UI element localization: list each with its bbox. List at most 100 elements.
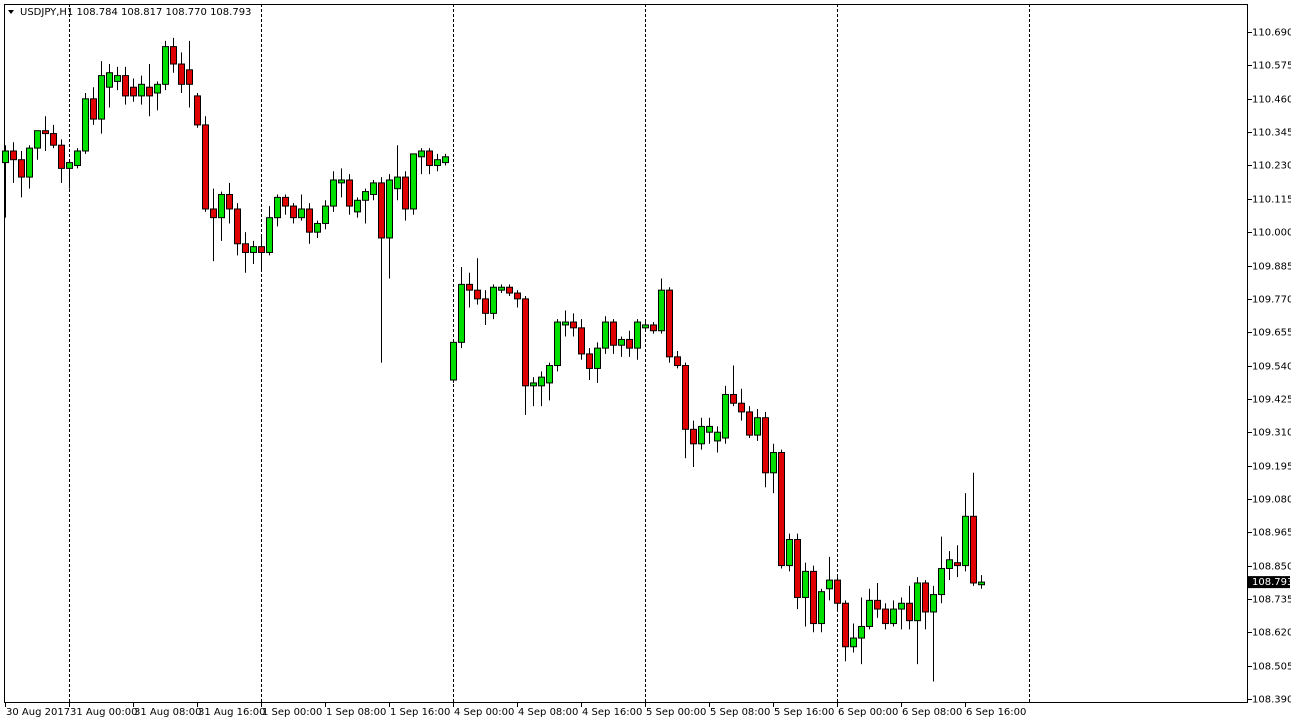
candle-body	[10, 150, 17, 161]
x-tick-label: 31 Aug 08:00	[134, 707, 201, 718]
candle-body	[298, 208, 305, 219]
y-tick-label: 109.655	[1252, 328, 1291, 339]
candle-body	[770, 452, 777, 474]
candle-body	[650, 324, 657, 332]
y-tick-label: 108.390	[1252, 695, 1291, 706]
candle-body	[698, 425, 705, 445]
candle-body	[74, 150, 81, 166]
y-tick-label: 109.080	[1252, 495, 1291, 506]
candle-body	[626, 338, 633, 349]
candle-body	[154, 83, 161, 94]
candle-body	[690, 428, 697, 445]
candle-body	[666, 289, 673, 358]
candle-body	[106, 72, 113, 88]
y-tick-label: 108.505	[1252, 662, 1291, 673]
candle-body	[122, 75, 129, 97]
y-tick-label: 108.735	[1252, 595, 1291, 606]
candle-body	[874, 599, 881, 610]
candle-body	[290, 205, 297, 219]
y-tick-label: 109.425	[1252, 395, 1291, 406]
candle-body	[706, 425, 713, 433]
candle-body	[386, 179, 393, 239]
last-price-label: 108.793	[1252, 577, 1291, 588]
y-tick-label: 110.690	[1252, 28, 1291, 39]
candle-body	[562, 321, 569, 326]
candle-body	[394, 176, 401, 190]
candle-body	[426, 150, 433, 166]
candle-body	[242, 243, 249, 253]
candle-body	[458, 283, 465, 343]
candle-body	[530, 382, 537, 387]
plot-frame	[4, 4, 1248, 703]
y-tick-label: 109.310	[1252, 428, 1291, 439]
candle-body	[114, 75, 121, 82]
candle-body	[802, 570, 809, 598]
candle-body	[218, 193, 225, 219]
candle-body	[794, 538, 801, 598]
candle-body	[410, 153, 417, 210]
candle-body	[2, 150, 9, 164]
candle-body	[514, 292, 521, 300]
candle-body	[66, 162, 73, 169]
candle-body	[762, 417, 769, 474]
chart-title: USDJPY,H1 108.784 108.817 108.770 108.79…	[20, 7, 251, 18]
x-tick-label: 31 Aug 00:00	[70, 707, 137, 718]
candle-body	[258, 246, 265, 253]
candle-body	[354, 199, 361, 213]
candle-body	[954, 562, 961, 567]
candle-body	[866, 599, 873, 627]
candle-body	[962, 515, 969, 567]
y-tick-label: 110.575	[1252, 61, 1291, 72]
candle-body	[42, 130, 49, 135]
candle-body	[738, 402, 745, 413]
candle-body	[570, 321, 577, 329]
y-tick-label: 110.115	[1252, 195, 1291, 206]
candle-body	[546, 365, 553, 384]
candle-body	[178, 63, 185, 85]
candle-body	[674, 356, 681, 367]
candle-body	[234, 208, 241, 245]
candle-body	[170, 46, 177, 65]
candle-body	[138, 83, 145, 97]
candle-body	[402, 176, 409, 210]
candle-body	[778, 452, 785, 567]
y-tick-label: 109.885	[1252, 262, 1291, 273]
y-tick-label: 108.965	[1252, 528, 1291, 539]
candle-body	[642, 324, 649, 329]
x-tick-label: 1 Sep 08:00	[326, 707, 386, 718]
candle-body	[370, 182, 377, 195]
candle-body	[818, 591, 825, 625]
candle-body	[442, 156, 449, 164]
candle-body	[786, 538, 793, 567]
candle-body	[162, 46, 169, 85]
x-tick-label: 30 Aug 2017	[6, 707, 70, 718]
candle-body	[418, 150, 425, 158]
candle-body	[250, 246, 257, 253]
candle-body	[498, 286, 505, 291]
candle-body	[378, 182, 385, 239]
candle-body	[850, 637, 857, 648]
candle-body	[930, 594, 937, 613]
x-tick-label: 1 Sep 00:00	[262, 707, 322, 718]
candle-body	[274, 196, 281, 219]
candle-body	[658, 289, 665, 332]
candle-body	[602, 321, 609, 349]
candle-body	[578, 327, 585, 355]
x-tick-label: 4 Sep 00:00	[454, 707, 514, 718]
menu-arrow	[8, 10, 14, 14]
candle-body	[194, 95, 201, 126]
x-tick-label: 4 Sep 08:00	[518, 707, 578, 718]
y-tick-label: 109.770	[1252, 295, 1291, 306]
candle-body	[610, 321, 617, 346]
candle-body	[482, 298, 489, 314]
x-tick-label: 6 Sep 08:00	[902, 707, 962, 718]
candle-body	[938, 567, 945, 596]
y-tick-label: 110.230	[1252, 161, 1291, 172]
candle-body	[714, 431, 721, 442]
candle-body	[754, 417, 761, 436]
candle-body	[322, 205, 329, 224]
x-tick-label: 5 Sep 08:00	[710, 707, 770, 718]
x-tick-label: 5 Sep 16:00	[774, 707, 834, 718]
